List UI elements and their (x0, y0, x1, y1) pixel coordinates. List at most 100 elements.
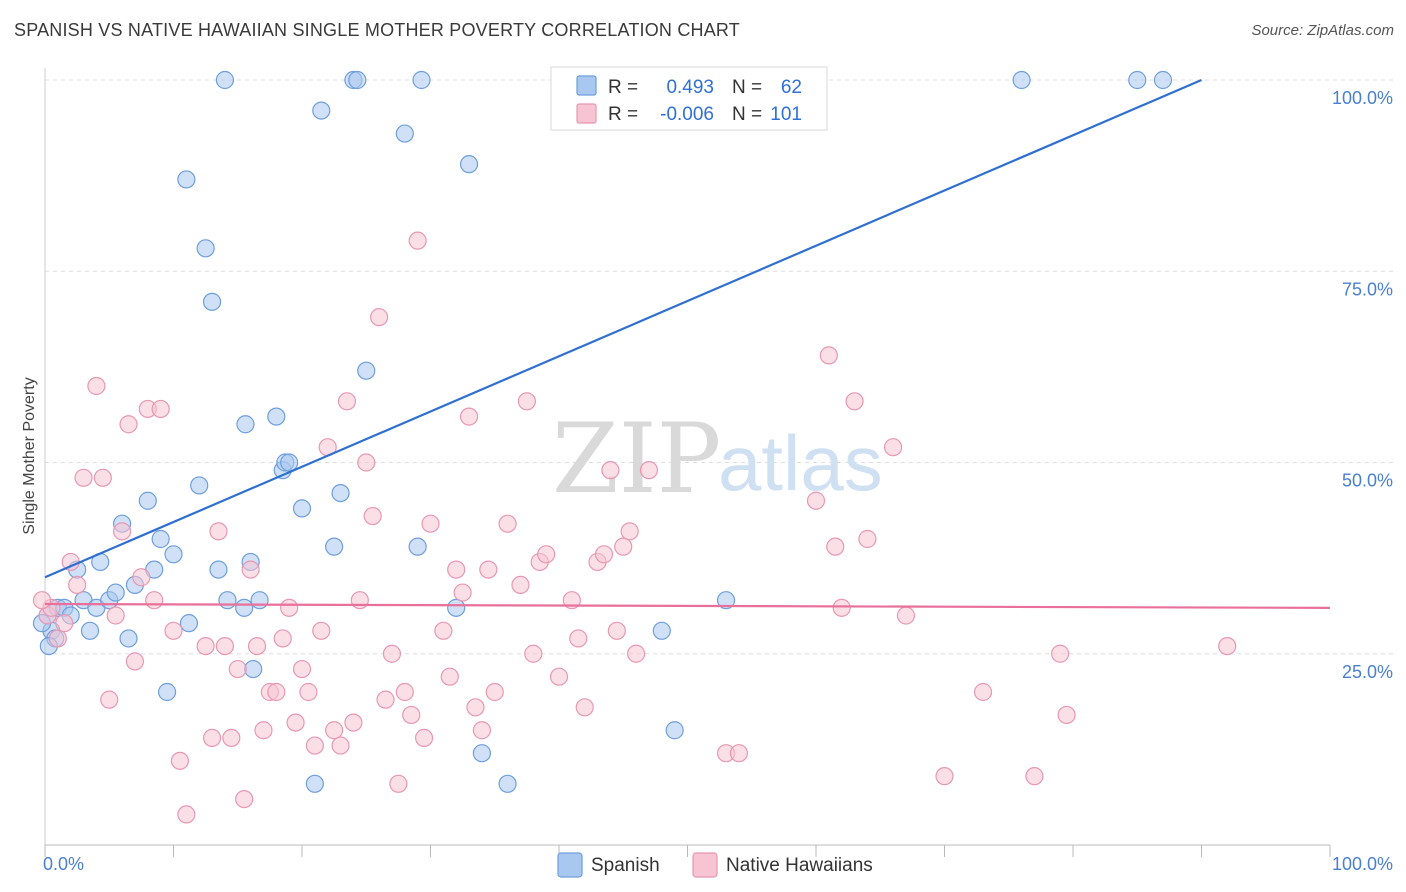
spanish-point (218, 591, 237, 610)
hawaiian-point (132, 568, 151, 587)
hawaiian-point (32, 591, 52, 610)
hawaiian-point (164, 621, 183, 640)
spanish-point (292, 499, 312, 518)
hawaiian-point (286, 713, 305, 732)
spanish-point (459, 155, 479, 174)
spanish-point (190, 476, 209, 495)
hawaiian-point (370, 308, 389, 327)
hawaiian-point (826, 537, 845, 556)
hawaiian-point (74, 468, 93, 487)
hawaiian-point (382, 644, 402, 663)
hawaiian-point (93, 468, 112, 487)
hawaiian-point (485, 682, 504, 702)
hawaiian-point (620, 522, 639, 541)
hawaiian-point (337, 392, 357, 411)
spanish-point (80, 621, 100, 640)
hawaiian-point (151, 399, 170, 419)
hawaiian-point (832, 598, 851, 617)
hawaiian-point (331, 736, 350, 755)
hawaiian-point (196, 636, 215, 656)
spanish-point (138, 491, 157, 510)
legend: R = 0.493 N = 62 R = -0.006 N = 101 (550, 66, 828, 131)
spanish-point (325, 537, 344, 556)
hawaiian-point (254, 721, 273, 740)
hawaiian-point (100, 690, 119, 709)
spanish-point (280, 453, 299, 472)
hawaiian-point (305, 736, 324, 755)
legend-n-label: N = (732, 104, 762, 125)
hawaiian-point (973, 682, 993, 702)
hawaiian-point (119, 415, 138, 434)
hawaiian-point (858, 529, 877, 549)
legend-r-label: R = (608, 77, 638, 98)
hawaiian-point (414, 728, 434, 748)
spanish-point (244, 659, 263, 679)
hawaiian-point (106, 606, 125, 625)
hawaiian-point (241, 560, 260, 579)
hawaiian-point (472, 721, 491, 740)
hawaiian-points (32, 231, 1237, 824)
hawaiian-point (440, 667, 459, 686)
hawaiian-point (524, 644, 543, 663)
hawaiian-point (408, 231, 427, 250)
legend-n-label: N = (732, 77, 762, 98)
hawaiian-point (806, 491, 826, 510)
hawaiian-point (350, 591, 369, 610)
hawaiian-point (1025, 767, 1044, 786)
spanish-point (498, 774, 517, 793)
bottom-legend-swatch-hawaiian (692, 852, 718, 878)
hawaiian-point (209, 522, 228, 541)
spanish-trend-line (44, 78, 1202, 579)
hawaiian-point (1057, 705, 1076, 725)
hawaiian-point (883, 438, 903, 457)
chart-title: SPANISH VS NATIVE HAWAIIAN SINGLE MOTHER… (14, 20, 740, 40)
hawaiian-point (222, 728, 241, 748)
hawaiian-point (575, 698, 594, 717)
hawaiian-point (280, 598, 299, 617)
spanish-point (235, 598, 254, 617)
spanish-point (250, 591, 269, 610)
spanish-point (151, 529, 170, 549)
hawaiian-point (935, 767, 954, 786)
x-tick-label: 0.0% (43, 854, 84, 874)
spanish-point (716, 591, 736, 610)
hawaiian-point (402, 705, 421, 725)
spanish-point (357, 361, 376, 380)
hawaiian-point (68, 575, 87, 595)
x-tick-label: 100.0% (1332, 854, 1393, 874)
spanish-point (202, 292, 222, 311)
hawaiian-point (434, 621, 453, 640)
hawaiian-point (125, 652, 145, 671)
legend-swatch-hawaiian (576, 103, 597, 124)
legend-r-value-hawaiian: -0.006 (660, 104, 714, 125)
hawaiian-point (562, 591, 581, 610)
axes (44, 68, 1331, 857)
hawaiian-point (215, 636, 234, 656)
spanish-point (215, 70, 234, 90)
x-tick-labels: 0.0% 100.0% (43, 854, 1393, 874)
watermark-zip: ZIP (552, 403, 721, 515)
hawaiian-point (1051, 644, 1070, 663)
spanish-point (179, 614, 199, 633)
y-axis-label: Single Mother Poverty (21, 377, 38, 534)
hawaiian-point (376, 690, 395, 709)
hawaiian-point (87, 376, 106, 396)
hawaiian-point (344, 713, 363, 732)
hawaiian-point (819, 346, 838, 365)
hawaiian-point (479, 560, 498, 579)
hawaiian-point (569, 629, 588, 648)
hawaiian-point (517, 392, 536, 411)
hawaiian-point (459, 407, 479, 426)
spanish-point (209, 560, 228, 579)
hawaiian-point (453, 583, 472, 602)
grid-lines (45, 79, 1393, 655)
bottom-legend-label-hawaiian: Native Hawaiians (726, 855, 873, 876)
hawaiian-point (729, 744, 749, 763)
hawaiian-point (48, 629, 67, 648)
hawaiian-point (395, 682, 414, 702)
watermark: ZIP atlas (552, 403, 883, 515)
spanish-point (312, 101, 331, 120)
spanish-point (267, 407, 286, 426)
spanish-point (1012, 70, 1031, 90)
spanish-point (305, 774, 324, 793)
